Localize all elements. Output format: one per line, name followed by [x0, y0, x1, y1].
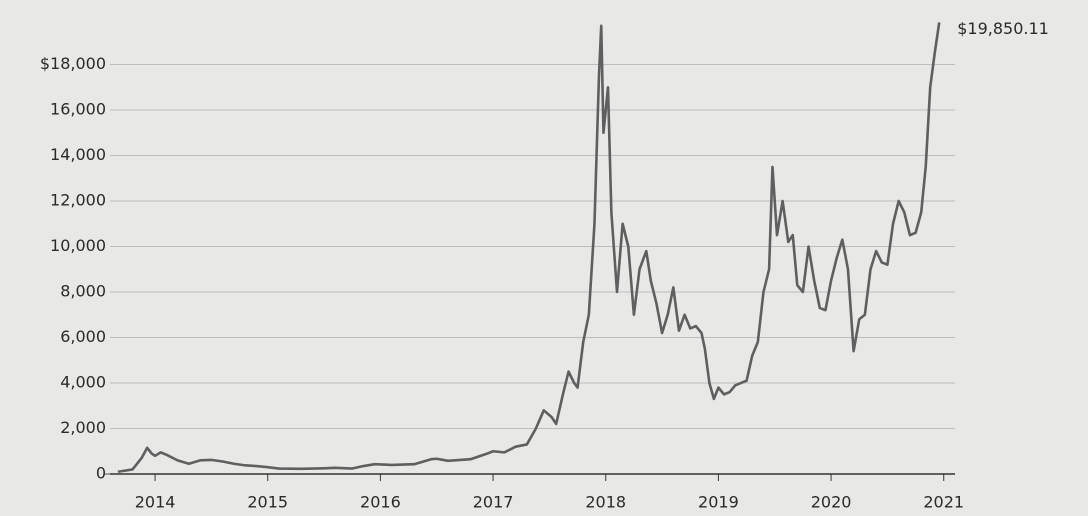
y-tick-label: 10,000	[50, 236, 106, 255]
y-tick-label: 0	[96, 464, 106, 483]
y-tick-label: 14,000	[50, 145, 106, 164]
y-tick-label: 6,000	[60, 327, 106, 346]
y-tick-label: 8,000	[60, 282, 106, 301]
y-tick-label: 4,000	[60, 373, 106, 392]
y-tick-label: 12,000	[50, 191, 106, 210]
x-tick-label: 2021	[923, 493, 964, 512]
x-tick-label: 2020	[811, 493, 852, 512]
x-tick-label: 2019	[698, 493, 739, 512]
y-tick-label: $18,000	[40, 54, 106, 73]
annotation: $19,850.11	[957, 19, 1049, 38]
x-tick-label: 2015	[247, 493, 288, 512]
y-tick-label: 2,000	[60, 418, 106, 437]
x-tick-label: 2017	[473, 493, 514, 512]
y-tick-label: 16,000	[50, 100, 106, 119]
x-tick-label: 2014	[135, 493, 176, 512]
price-line	[117, 22, 941, 474]
x-tick-label: 2016	[360, 493, 401, 512]
x-tick-label: 2018	[585, 493, 626, 512]
